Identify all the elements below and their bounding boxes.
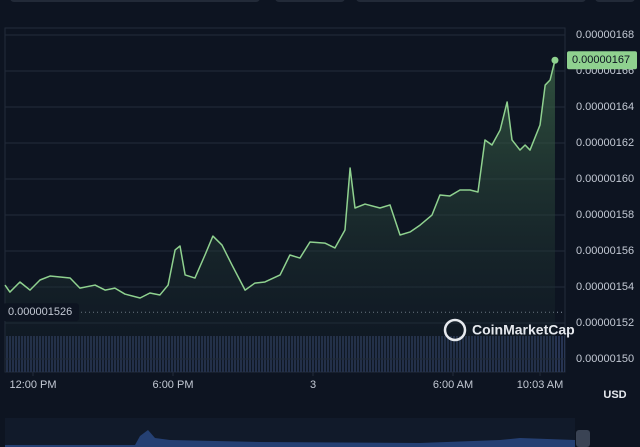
last-point — [551, 56, 559, 64]
y-tick-label: 0.00000156 — [576, 245, 634, 257]
navigator-handle[interactable] — [576, 430, 590, 447]
watermark-logo — [443, 318, 467, 342]
min-label-box — [3, 303, 79, 322]
y-tick-label: 0.00000168 — [576, 29, 634, 41]
toolbar-button[interactable] — [595, 0, 635, 2]
toolbar-button[interactable] — [275, 0, 345, 2]
y-tick-label: 0.00000150 — [576, 353, 634, 365]
y-tick-label: 0.00000154 — [576, 281, 634, 293]
x-tick-label: 12:00 PM — [9, 379, 56, 391]
toolbar-button[interactable] — [356, 0, 586, 2]
x-tick-label: 6:00 AM — [433, 379, 473, 391]
toolbar-button[interactable] — [10, 0, 260, 2]
current-price-box — [567, 51, 637, 70]
y-tick-label: 0.00000152 — [576, 317, 634, 329]
current-price-label: 0.00000167 — [572, 54, 630, 66]
watermark-text: CoinMarketCap — [472, 322, 575, 338]
currency-label: USD — [603, 389, 626, 401]
y-tick-label: 0.00000160 — [576, 173, 634, 185]
y-tick-label: 0.00000162 — [576, 137, 634, 149]
watermark: CoinMarketCap — [443, 318, 575, 342]
area — [5, 60, 555, 372]
x-tick-label: 6:00 PM — [153, 379, 194, 391]
navigator-series — [5, 430, 575, 447]
line — [4, 60, 556, 299]
min-label: 0.000001526 — [8, 306, 72, 318]
y-tick-label: 0.00000158 — [576, 209, 634, 221]
y-tick-label: 0.00000164 — [576, 101, 634, 113]
plot — [4, 56, 565, 372]
x-tick-label: 10:03 AM — [517, 379, 563, 391]
x-tick-label: 3 — [310, 379, 316, 391]
